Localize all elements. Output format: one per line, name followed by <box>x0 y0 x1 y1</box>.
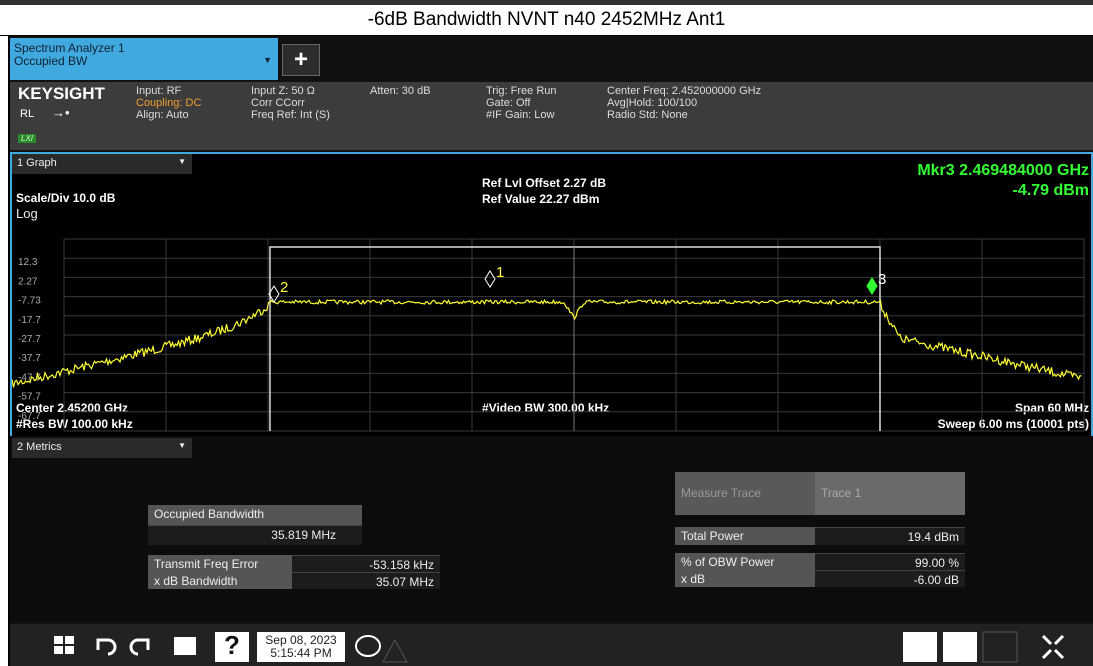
tab-mode: Occupied BW <box>14 54 88 68</box>
info-text: #IF Gain: Low <box>486 109 555 121</box>
marker <box>268 285 280 303</box>
info-text: Align: Auto <box>136 109 189 121</box>
marker-value: -4.79 dBm <box>1012 182 1089 199</box>
res-bw: #Res BW 100.00 kHz <box>16 417 133 431</box>
info-text: Avg|Hold: 100/100 <box>607 97 698 109</box>
metric-value: -53.158 kHz <box>292 555 440 572</box>
info-text: Input Z: 50 Ω <box>251 85 315 97</box>
y-label: -67.7 <box>18 411 41 422</box>
taskbar-icons <box>54 631 1065 663</box>
chat-icon[interactable] <box>355 635 381 657</box>
add-button[interactable]: + <box>282 44 320 76</box>
marker <box>866 277 878 295</box>
graph-dropdown[interactable]: 1 Graph ▼ <box>12 154 192 174</box>
metric-value: -6.00 dB <box>815 570 965 587</box>
info-bar: KEYSIGHT RL →• LXI Input: RF Coupling: DC… <box>10 82 1093 150</box>
y-label: -17.7 <box>18 315 41 326</box>
y-label: 12.3 <box>18 257 38 268</box>
ref-offset: Ref Lvl Offset 2.27 dB <box>482 176 607 190</box>
info-text: Input: RF <box>136 85 182 97</box>
metric-label: x dB <box>675 570 815 587</box>
marker-label: 2 <box>280 279 288 296</box>
log-label: Log <box>16 206 38 221</box>
marker-readout: Mkr3 2.469484000 GHz <box>917 162 1089 179</box>
metrics-window: 2 Metrics <box>17 441 62 453</box>
info-text: Radio Std: None <box>607 109 688 121</box>
mode-tab[interactable]: Spectrum Analyzer 1 Occupied BW ▼ <box>10 38 278 80</box>
touch-icon[interactable] <box>943 632 977 662</box>
info-text: Coupling: DC <box>136 97 202 109</box>
graph-panel: 1 Graph ▼ Scale/Div 10.0 dB Log Ref Lvl O… <box>10 152 1093 438</box>
obw-bracket <box>269 246 881 431</box>
input-arrow: →• <box>52 105 70 120</box>
total-power-value: 19.4 dBm <box>815 527 965 545</box>
metric-label: % of OBW Power <box>675 553 815 570</box>
analyzer-screen: Spectrum Analyzer 1 Occupied BW ▼ + KEYS… <box>10 36 1093 666</box>
rl-label: RL <box>20 108 35 120</box>
alert-icon[interactable] <box>382 638 408 663</box>
info-text: Freq Ref: Int (S) <box>251 109 330 121</box>
spectrum-plot: 12.3 2.27 -7.73 -17.7 -27.7 -37.7 -47.7 -57.7 -6… <box>12 238 1085 432</box>
sweep: Sweep 6.00 ms (10001 pts) <box>937 417 1089 431</box>
info-text: Center Freq: 2.452000000 GHz <box>607 85 762 97</box>
date: Sep 08, 2023 <box>265 633 337 647</box>
grid-icon[interactable] <box>982 631 1018 663</box>
info-text: Gate: Off <box>486 97 531 109</box>
brand: KEYSIGHT <box>18 84 105 103</box>
cell-border <box>8 36 10 666</box>
clock-box <box>257 632 345 662</box>
y-label: -57.7 <box>18 392 41 403</box>
lxi-badge: LXI <box>18 134 37 143</box>
metric-value: 35.07 MHz <box>292 572 440 589</box>
measure-trace-row: Measure Trace Trace 1 <box>675 472 965 515</box>
info-text: Trig: Free Run <box>486 85 557 97</box>
y-label: -27.7 <box>18 334 41 345</box>
folder-icon[interactable] <box>174 637 196 655</box>
trace-value[interactable]: Trace 1 <box>815 472 965 515</box>
tab-arrow: ▼ <box>263 55 272 65</box>
page-title: -6dB Bandwidth NVNT n40 2452MHz Ant1 <box>0 5 1093 36</box>
time: 5:15:44 PM <box>270 646 332 660</box>
trace-label: Measure Trace <box>681 486 762 500</box>
marker-label: 1 <box>496 264 504 281</box>
marker <box>484 270 496 288</box>
help-icon[interactable]: ? <box>224 630 240 660</box>
metrics-dropdown[interactable]: 2 Metrics ▼ <box>12 438 192 458</box>
taskbar: ? Sep 08, 2023 5:15:44 PM <box>10 624 1093 666</box>
clock: Sep 08, 2023 5:15:44 PM <box>257 634 345 660</box>
y-label: -7.73 <box>18 296 41 307</box>
tab-name: Spectrum Analyzer 1 <box>14 41 125 55</box>
metric-label: x dB Bandwidth <box>148 572 292 589</box>
metric-label: Transmit Freq Error <box>148 555 292 572</box>
y-label: -47.7 <box>18 372 41 383</box>
redo-icon[interactable] <box>129 638 150 656</box>
y-label: -37.7 <box>18 353 41 364</box>
zoom-icon[interactable] <box>1041 634 1065 660</box>
y-label: 2.27 <box>18 276 38 287</box>
info-text: Corr CCorr <box>251 97 305 109</box>
layout-icon[interactable] <box>903 632 937 662</box>
total-power-label: Total Power <box>675 527 815 545</box>
info-text: Atten: 30 dB <box>370 85 431 97</box>
metric-value: 99.00 % <box>815 553 965 570</box>
top-strip <box>0 0 1093 5</box>
undo-icon[interactable] <box>96 638 117 656</box>
scale-div: Scale/Div 10.0 dB <box>16 191 116 205</box>
windows-icon[interactable] <box>54 636 74 654</box>
graph-window: 1 Graph <box>17 157 57 169</box>
help-box[interactable] <box>215 632 249 662</box>
marker-label: 3 <box>878 271 886 288</box>
metrics-panel: 2 Metrics ▼ Occupied Bandwidth 35.819 MHz… <box>10 436 1093 622</box>
obw-value: 35.819 MHz <box>148 525 362 545</box>
obw-label: Occupied Bandwidth <box>148 505 362 525</box>
trace <box>12 298 1082 388</box>
ref-value: Ref Value 22.27 dBm <box>482 192 600 206</box>
